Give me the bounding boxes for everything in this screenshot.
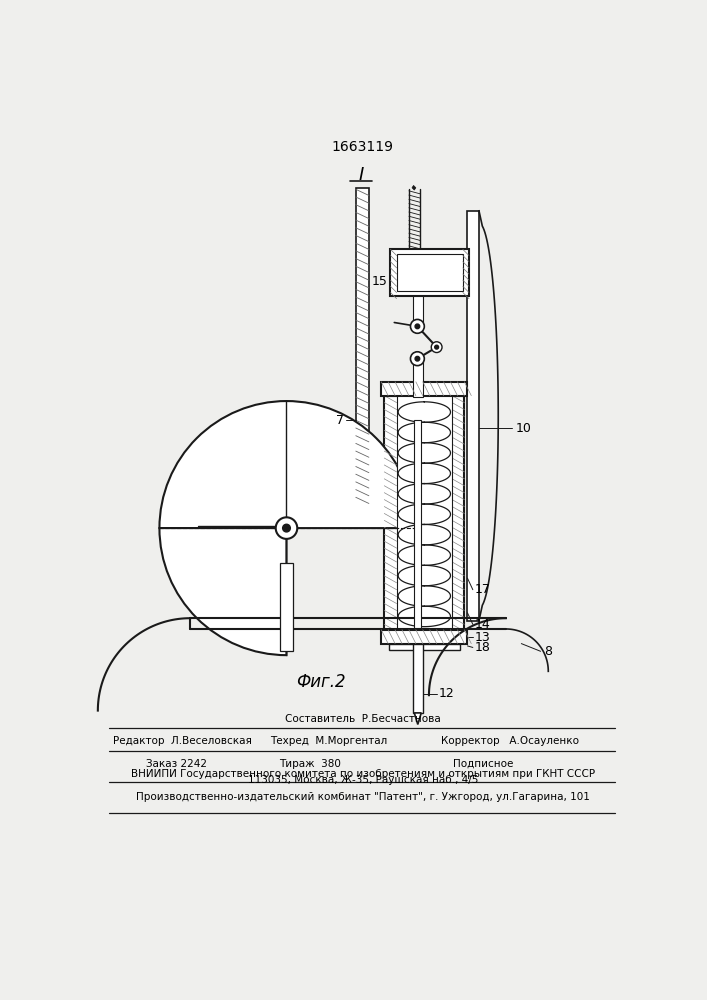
Polygon shape (413, 296, 423, 326)
Bar (389, 644, 460, 650)
Circle shape (411, 352, 424, 366)
Text: 17: 17 (475, 583, 491, 596)
Polygon shape (413, 644, 423, 713)
Text: Техред  М.Моргентал: Техред М.Моргентал (270, 736, 387, 746)
Text: 1663119: 1663119 (332, 140, 394, 154)
Circle shape (415, 356, 420, 361)
Text: 10: 10 (515, 422, 531, 434)
Bar (381, 630, 467, 644)
Circle shape (411, 319, 424, 333)
Polygon shape (414, 713, 421, 724)
Text: ВНИИПИ Государственного комитета по изобретениям и открытиям при ГКНТ СССР: ВНИИПИ Государственного комитета по изоб… (131, 769, 595, 779)
Bar (381, 382, 467, 396)
Text: 113035, Москва, Ж-35, Раушская наб., 4/5: 113035, Москва, Ж-35, Раушская наб., 4/5 (247, 775, 478, 785)
Text: Редактор  Л.Веселовская: Редактор Л.Веселовская (113, 736, 252, 746)
Polygon shape (281, 563, 293, 651)
Text: 12: 12 (438, 687, 454, 700)
Circle shape (415, 324, 420, 329)
Text: Тираж  380: Тираж 380 (279, 759, 341, 769)
Text: Корректор   А.Осауленко: Корректор А.Осауленко (440, 736, 579, 746)
Polygon shape (413, 359, 423, 397)
Text: 18: 18 (475, 641, 491, 654)
Text: Заказ 2242: Заказ 2242 (146, 759, 206, 769)
Bar (390, 249, 469, 296)
Bar (356, 188, 369, 505)
Polygon shape (412, 185, 416, 190)
Circle shape (283, 524, 291, 532)
Text: Подписное: Подписное (452, 759, 513, 769)
Text: 7: 7 (337, 414, 344, 427)
Polygon shape (414, 420, 421, 628)
Text: 13: 13 (475, 631, 491, 644)
Wedge shape (160, 401, 414, 528)
Text: Производственно-издательский комбинат "Патент", г. Ужгород, ул.Гагарина, 101: Производственно-издательский комбинат "П… (136, 792, 590, 802)
Circle shape (431, 342, 442, 353)
Bar (385, 396, 464, 630)
Text: 8: 8 (544, 645, 552, 658)
Circle shape (276, 517, 297, 539)
Bar (397, 396, 452, 630)
Text: I: I (358, 166, 364, 184)
Wedge shape (160, 528, 286, 655)
Bar (397, 254, 463, 291)
Text: Составитель  Р.Бесчастнова: Составитель Р.Бесчастнова (285, 714, 440, 724)
Text: 14: 14 (475, 618, 491, 631)
Circle shape (435, 345, 438, 349)
Text: 15: 15 (371, 275, 387, 288)
Text: Фиг.2: Фиг.2 (296, 673, 346, 691)
Polygon shape (467, 211, 479, 620)
